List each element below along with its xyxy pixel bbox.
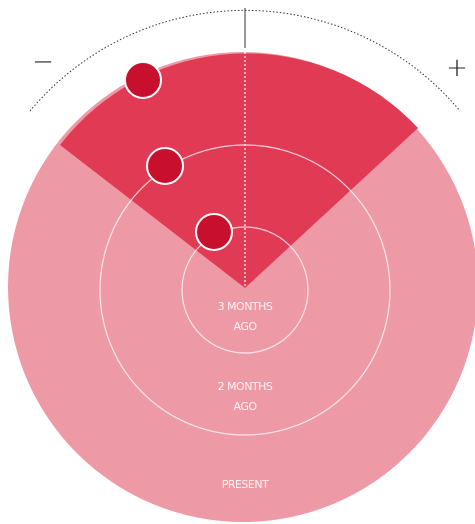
ring-label: PRESENT [222, 478, 269, 491]
ring-label: AGO [233, 400, 257, 413]
marker [124, 61, 162, 99]
minus-sign: − [32, 47, 54, 77]
marker [146, 147, 184, 185]
ring-label: AGO [233, 320, 257, 333]
focus-wedge [60, 53, 418, 289]
plus-sign: + [446, 53, 468, 83]
ring-3-months [181, 226, 309, 354]
ring-label: 2 MONTHS [218, 380, 273, 393]
marker [195, 213, 233, 251]
ring-label: 3 MONTHS [218, 300, 273, 313]
